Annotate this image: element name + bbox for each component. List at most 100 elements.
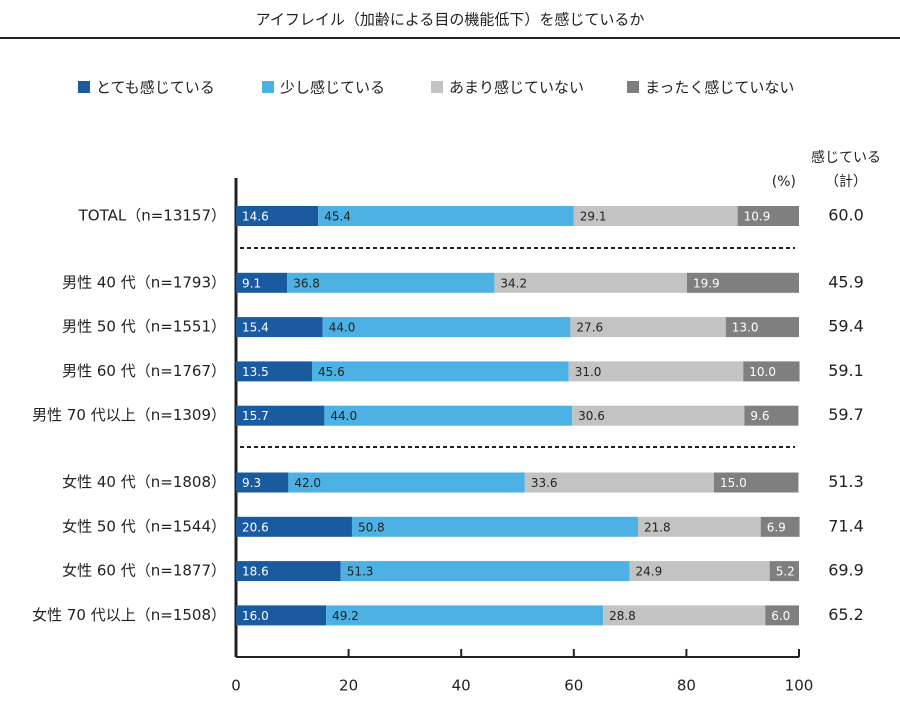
legend-label: まったく感じていない [645,79,794,97]
total-label: 69.9 [828,561,864,580]
category-label: TOTAL（n=13157） [78,207,226,225]
data-label: 50.8 [358,520,385,534]
bar-segment [765,605,799,626]
bar-segment [573,206,738,226]
total-label: 59.4 [828,317,864,336]
bar-segment [236,561,341,582]
x-tick-label: 100 [785,677,814,695]
legend-swatch [627,81,639,93]
data-label: 44.0 [329,321,356,335]
total-label: 59.1 [828,361,864,380]
data-label: 18.6 [242,565,269,579]
data-label: 13.0 [732,321,759,335]
bar-segment [629,561,770,582]
bar-segment [686,272,799,293]
data-label: 49.2 [332,609,359,623]
bar-segment [340,561,630,582]
total-label: 60.0 [828,206,864,225]
legend-label: あまり感じていない [449,79,584,97]
unit-label: (%) [772,174,796,190]
category-label: 女性 70 代以上（n=1508） [32,606,226,624]
data-label: 36.8 [293,276,320,290]
data-label: 10.0 [749,365,776,379]
category-label: 男性 60 代（n=1767） [62,362,226,380]
total-header: （計） [825,174,867,190]
data-label: 15.7 [242,409,269,423]
data-label: 42.0 [294,476,321,490]
bar-segment [743,361,800,382]
bar-segment [324,405,573,426]
data-label: 9.3 [242,476,261,490]
data-label: 20.6 [242,520,269,534]
bar-segment [637,516,761,537]
bar-segment [236,405,325,426]
x-tick-label: 40 [452,677,471,695]
bar-segment [760,516,800,537]
bar-segment [236,361,313,382]
bar-segment [312,361,569,382]
chart-title: アイフレイル（加齢による目の機能低下）を感じているか [256,11,645,29]
x-tick-label: 20 [339,677,358,695]
bar-segment [288,472,525,493]
bar-segment [236,206,319,226]
bar-segment [322,317,571,338]
bar-segment [351,516,638,537]
category-label: 女性 40 代（n=1808） [62,473,226,491]
data-label: 10.9 [744,210,771,224]
bar-segment [769,561,799,582]
total-label: 59.7 [828,405,864,424]
bar-segment [326,605,604,626]
legend-label: とても感じている [96,79,215,97]
bar-segment [236,472,289,493]
bar-segment [236,317,323,338]
data-label: 14.6 [242,210,269,224]
legend-swatch [78,81,90,93]
bar-segment [568,361,744,382]
total-label: 45.9 [828,272,864,291]
category-label: 男性 40 代（n=1793） [62,273,226,291]
data-label: 19.9 [693,276,720,290]
data-label: 33.6 [531,476,558,490]
x-tick-label: 60 [564,677,583,695]
legend-label: 少し感じている [280,79,385,97]
bar-segment [318,206,574,226]
category-label: 男性 50 代（n=1551） [62,318,226,336]
bar-segment [713,472,799,493]
x-tick-label: 80 [677,677,696,695]
x-tick-label: 0 [231,677,241,695]
data-label: 6.0 [771,609,790,623]
data-label: 5.2 [776,565,795,579]
data-label: 21.8 [644,520,671,534]
bar-segment [737,206,799,226]
category-label: 女性 60 代（n=1877） [62,562,226,580]
data-label: 16.0 [242,609,269,623]
bar-segment [603,605,766,626]
bar-segment [236,605,327,626]
bar-segment [725,317,799,338]
legend-swatch [431,81,443,93]
data-label: 6.9 [767,520,786,534]
total-label: 51.3 [828,472,864,491]
data-label: 9.1 [242,276,261,290]
data-label: 27.6 [576,321,603,335]
bar-segment [287,272,495,293]
legend-swatch [262,81,274,93]
data-label: 24.9 [636,565,663,579]
data-label: 45.6 [318,365,345,379]
data-label: 30.6 [578,409,605,423]
data-label: 34.2 [500,276,527,290]
bar-segment [572,405,745,426]
total-header: 感じている [811,149,881,166]
data-label: 31.0 [575,365,602,379]
bar-segment [236,516,352,537]
bar-segment [494,272,687,293]
data-label: 45.4 [324,210,351,224]
data-label: 28.8 [609,609,636,623]
bar-segment [744,405,799,426]
data-label: 15.0 [720,476,747,490]
bar-segment [570,317,726,338]
total-label: 71.4 [828,516,864,535]
data-label: 13.5 [242,365,269,379]
category-label: 女性 50 代（n=1544） [62,517,226,535]
